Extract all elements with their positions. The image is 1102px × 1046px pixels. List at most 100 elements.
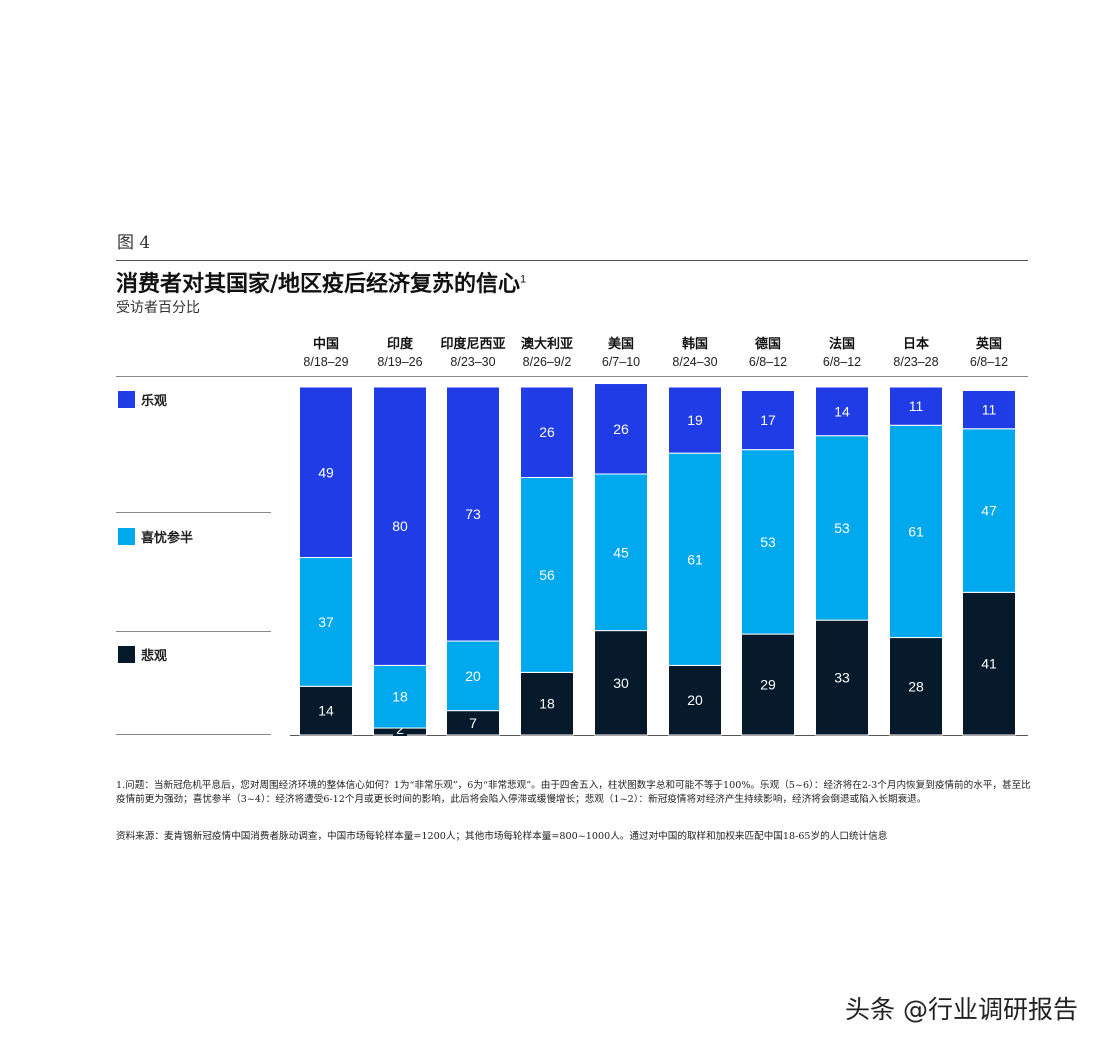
data-label: 20 xyxy=(687,692,703,708)
bar-segment xyxy=(373,386,427,666)
data-label: 7 xyxy=(469,715,477,731)
bar-segment xyxy=(889,386,943,426)
category-label: 德国 6/8–12 xyxy=(728,333,808,369)
legend-label: 乐观 xyxy=(141,394,168,409)
data-label: 18 xyxy=(392,689,408,705)
title-footnote-marker: 1 xyxy=(520,273,527,286)
bar-segment xyxy=(446,710,500,736)
bar-segment xyxy=(520,671,574,736)
bar-segment xyxy=(594,630,648,736)
survey-dates: 6/8–12 xyxy=(748,355,788,369)
bar-segment xyxy=(889,424,943,639)
data-label: 18 xyxy=(539,696,555,712)
data-label: 73 xyxy=(465,506,481,522)
survey-dates: 8/24–30 xyxy=(672,355,718,369)
bar-segment xyxy=(741,633,795,736)
bar-segment xyxy=(962,428,1016,593)
bar-segment xyxy=(668,664,722,736)
legend-label: 喜忧参半 xyxy=(141,531,194,546)
source-note: 资料来源：麦肯锡新冠疫情中国消费者脉动调查，中国市场每轮样本量=1200人；其他… xyxy=(116,831,888,842)
category-label: 韩国 8/24–30 xyxy=(655,333,735,369)
data-label: 37 xyxy=(318,614,334,630)
baseline xyxy=(290,735,1028,736)
legend-swatch xyxy=(118,646,135,663)
chart-title-text: 消费者对其国家/地区疫后经济复苏的信心 xyxy=(116,271,521,297)
survey-dates: 8/26–9/2 xyxy=(522,355,572,369)
legend-item-optimistic: 乐观 xyxy=(118,390,167,409)
bar-segment xyxy=(446,386,500,642)
data-label: 11 xyxy=(982,402,997,418)
data-label: 26 xyxy=(539,424,555,440)
bar-segment xyxy=(446,640,500,712)
legend-divider xyxy=(116,734,271,735)
data-label: 49 xyxy=(318,464,334,480)
data-label: 11 xyxy=(909,398,924,414)
country-name: 美国 xyxy=(607,337,634,352)
bar-segment xyxy=(668,452,722,666)
legend-item-pessimistic: 悲观 xyxy=(118,645,167,664)
bar-segment xyxy=(668,386,722,454)
data-label: 33 xyxy=(834,670,850,686)
data-label: 56 xyxy=(539,567,555,583)
survey-dates: 8/18–29 xyxy=(303,355,349,369)
category-label: 澳大利亚 8/26–9/2 xyxy=(507,333,587,369)
data-label: 30 xyxy=(613,675,629,691)
country-name: 中国 xyxy=(312,337,339,352)
data-label: 29 xyxy=(760,677,776,693)
bar-segment xyxy=(594,473,648,632)
country-name: 德国 xyxy=(754,337,781,352)
category-label: 日本 8/23–28 xyxy=(876,333,956,369)
data-label: 2 xyxy=(396,721,404,737)
legend-divider xyxy=(116,631,271,632)
survey-dates: 6/8–12 xyxy=(822,355,862,369)
legend-divider xyxy=(116,512,271,513)
bar-segment xyxy=(962,591,1016,736)
country-name: 英国 xyxy=(975,337,1002,352)
bar-segment xyxy=(741,389,795,451)
country-name: 印度 xyxy=(386,337,413,352)
survey-dates: 8/23–28 xyxy=(893,355,939,369)
country-name: 韩国 xyxy=(681,337,708,352)
bar-segment xyxy=(741,449,795,635)
stacked-bars: 14 37 49 2 18 80 7 20 73 18 56 26 30 45 26 20 61 19 29 53 17… xyxy=(299,383,1016,737)
bar-segment xyxy=(520,476,574,673)
bar-segment xyxy=(299,386,353,559)
data-label: 14 xyxy=(318,703,334,719)
data-label: 61 xyxy=(908,523,924,539)
bar-segment xyxy=(889,637,943,736)
data-label: 17 xyxy=(760,412,776,428)
bar-segment xyxy=(299,685,353,736)
legend-swatch xyxy=(118,528,135,545)
legend-swatch xyxy=(118,391,135,408)
bar-segment xyxy=(520,386,574,478)
chart-title: 消费者对其国家/地区疫后经济复苏的信心1 xyxy=(116,266,526,298)
country-name: 澳大利亚 xyxy=(520,337,573,352)
data-label: 28 xyxy=(908,678,924,694)
data-label: 41 xyxy=(981,656,997,672)
country-name: 日本 xyxy=(902,337,929,352)
survey-dates: 8/23–30 xyxy=(450,355,496,369)
bar-segment xyxy=(962,389,1016,430)
data-label: 53 xyxy=(760,534,776,550)
legend-item-mixed: 喜忧参半 xyxy=(118,527,193,546)
chart-subtitle: 受访者百分比 xyxy=(116,300,200,316)
category-label: 美国 6/7–10 xyxy=(581,333,661,369)
category-label: 印度 8/19–26 xyxy=(360,333,440,369)
data-label: 20 xyxy=(465,668,481,684)
survey-dates: 8/19–26 xyxy=(377,355,423,369)
bar-segment xyxy=(815,435,869,621)
survey-dates: 6/7–10 xyxy=(601,355,641,369)
country-name: 印度尼西亚 xyxy=(440,337,506,352)
divider xyxy=(116,260,1028,261)
legend-label: 悲观 xyxy=(141,649,168,664)
data-label: 26 xyxy=(613,421,629,437)
data-label: 14 xyxy=(834,403,850,419)
data-label: 80 xyxy=(392,518,408,534)
figure-label: 图 4 xyxy=(117,233,151,253)
category-label: 英国 6/8–12 xyxy=(949,333,1029,369)
bar-segment xyxy=(815,386,869,437)
survey-dates: 6/8–12 xyxy=(969,355,1009,369)
data-label: 19 xyxy=(687,412,703,428)
category-label: 印度尼西亚 8/23–30 xyxy=(433,333,513,369)
watermark: 头条 @行业调研报告 xyxy=(845,995,1078,1024)
